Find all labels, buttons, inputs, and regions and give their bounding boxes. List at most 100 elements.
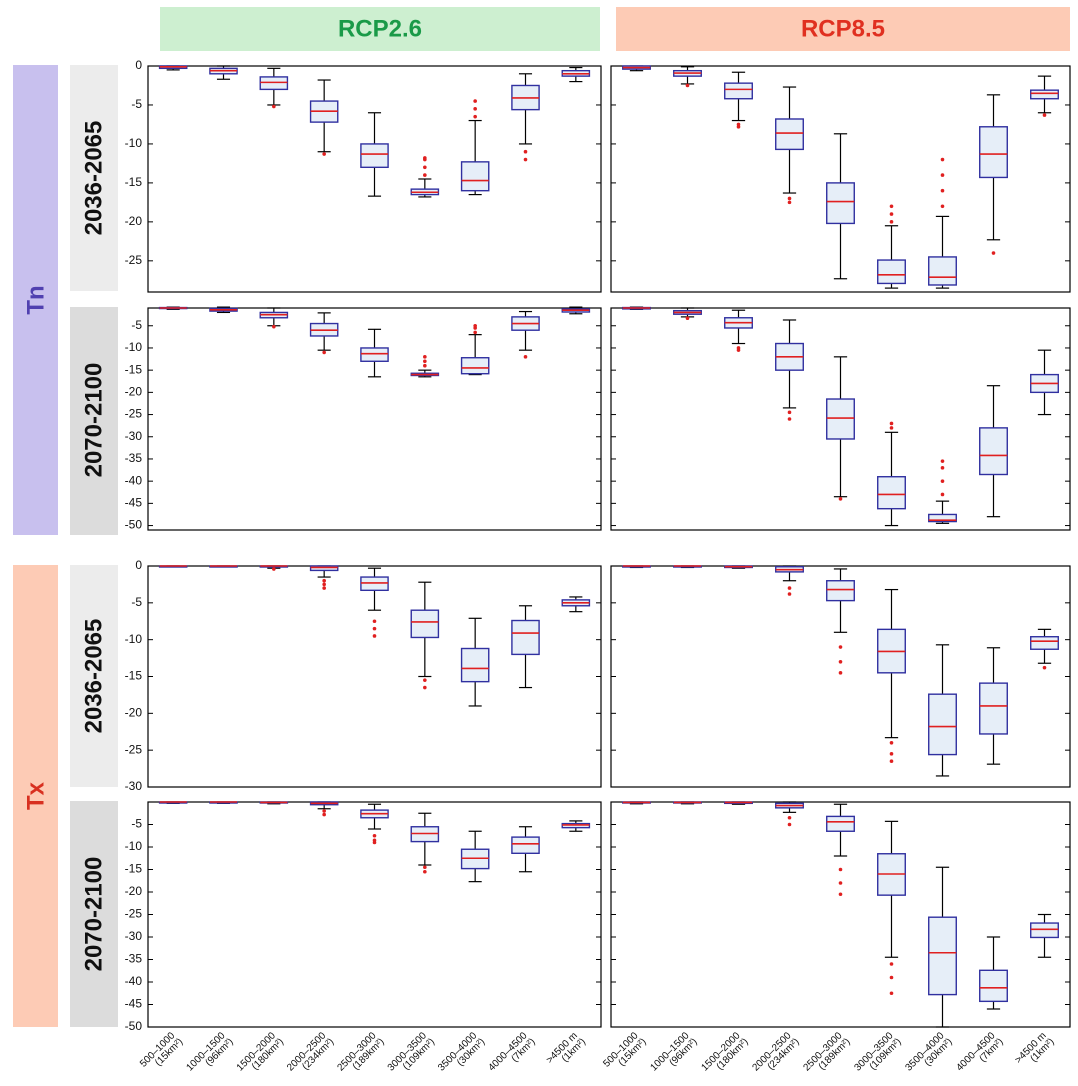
y-tick-label: -35: [125, 952, 143, 966]
outlier: [322, 582, 326, 587]
outlier: [838, 867, 843, 872]
outlier: [787, 417, 792, 421]
y-tick-label: -10: [125, 632, 143, 646]
box: [928, 256, 957, 286]
period-label: 2070-2100: [80, 363, 107, 478]
outlier: [838, 892, 843, 897]
box: [877, 259, 906, 285]
y-tick-label: -15: [125, 669, 143, 683]
outlier: [787, 196, 792, 201]
y-tick-label: -15: [125, 362, 143, 376]
outlier: [473, 330, 477, 335]
y-tick-label: -35: [125, 451, 143, 465]
outlier: [787, 592, 792, 596]
outlier: [322, 350, 326, 355]
outlier: [838, 881, 843, 885]
y-tick-label: -30: [125, 429, 143, 443]
outlier: [322, 578, 326, 583]
outlier: [372, 626, 377, 631]
outlier: [523, 149, 528, 154]
outlier: [423, 156, 427, 160]
outlier: [889, 991, 894, 996]
outlier: [787, 410, 792, 415]
outlier: [736, 124, 741, 129]
outlier: [423, 355, 427, 359]
outlier: [685, 316, 690, 321]
y-tick-label: -45: [125, 496, 143, 510]
y-tick-label: -30: [125, 779, 143, 793]
outlier: [523, 355, 528, 359]
outlier: [372, 840, 377, 845]
y-tick-label: -50: [125, 1019, 143, 1033]
y-tick-label: -45: [125, 997, 143, 1011]
outlier: [889, 421, 894, 426]
y-tick-label: -25: [125, 253, 143, 267]
outlier: [372, 634, 377, 638]
column-header: RCP8.5: [801, 15, 885, 42]
outlier: [736, 348, 741, 352]
outlier: [889, 962, 894, 966]
variable-band: [13, 65, 58, 535]
box: [826, 182, 855, 225]
outlier: [523, 157, 528, 162]
outlier: [838, 497, 843, 501]
y-tick-label: -40: [125, 974, 143, 988]
outlier: [991, 251, 996, 255]
box: [724, 82, 753, 100]
outlier: [322, 152, 326, 156]
y-tick-label: -10: [125, 839, 143, 853]
outlier: [940, 204, 945, 209]
box: [410, 609, 440, 639]
outlier: [940, 173, 945, 177]
box: [1030, 922, 1059, 939]
variable-label: Tx: [22, 781, 49, 810]
outlier: [322, 809, 326, 813]
outlier: [322, 586, 326, 590]
outlier: [473, 114, 477, 119]
outlier: [272, 567, 276, 571]
period-band: [70, 307, 118, 535]
box: [979, 682, 1008, 735]
y-tick-label: -5: [131, 595, 142, 609]
box: [360, 143, 389, 169]
y-tick-label: 0: [135, 58, 142, 72]
y-tick-label: -25: [125, 907, 143, 921]
outlier: [889, 212, 894, 216]
outlier: [423, 869, 427, 874]
box: [826, 580, 855, 602]
box: [360, 347, 389, 362]
outlier: [423, 173, 427, 177]
variable-label: Tn: [22, 285, 49, 314]
box: [460, 357, 490, 375]
box: [877, 476, 906, 510]
y-tick-label: -50: [125, 518, 143, 532]
box: [775, 118, 804, 151]
outlier: [940, 157, 945, 162]
outlier: [473, 99, 477, 103]
outlier: [889, 741, 894, 745]
y-tick-label: -40: [125, 473, 143, 487]
outlier: [787, 200, 792, 205]
column-header-bg: [616, 7, 1070, 51]
y-tick-label: -10: [125, 340, 143, 354]
box: [979, 427, 1008, 476]
outlier: [940, 479, 945, 483]
box: [826, 398, 855, 440]
box: [1030, 89, 1059, 100]
outlier: [423, 678, 427, 682]
y-tick-label: -20: [125, 385, 143, 399]
outlier: [889, 220, 894, 224]
box: [1030, 636, 1059, 650]
period-band: [70, 801, 118, 1027]
outlier: [940, 459, 945, 463]
outlier: [838, 659, 843, 664]
outlier: [423, 359, 427, 364]
box: [979, 969, 1008, 1003]
outlier: [372, 619, 377, 624]
column-header-bg: [160, 7, 600, 51]
outlier: [423, 363, 427, 368]
outlier: [423, 685, 427, 690]
y-tick-label: -10: [125, 136, 143, 150]
period-band: [70, 565, 118, 787]
